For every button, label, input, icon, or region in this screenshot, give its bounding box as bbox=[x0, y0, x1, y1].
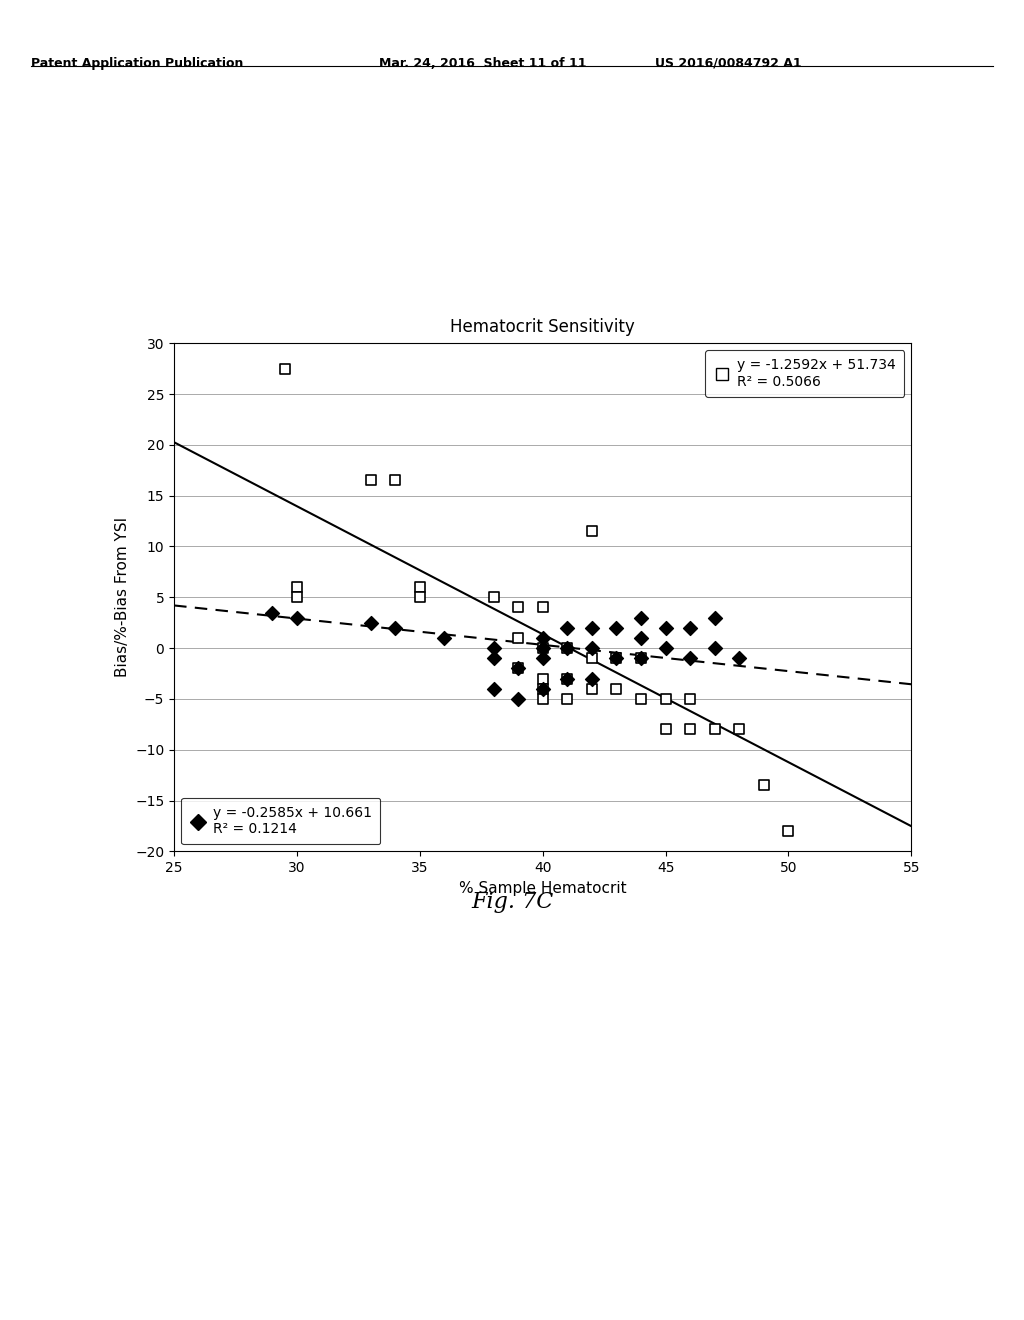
Legend: y = -0.2585x + 10.661
R² = 0.1214: y = -0.2585x + 10.661 R² = 0.1214 bbox=[181, 797, 380, 845]
Title: Hematocrit Sensitivity: Hematocrit Sensitivity bbox=[451, 318, 635, 337]
Point bbox=[485, 648, 502, 669]
Point bbox=[608, 648, 625, 669]
Point bbox=[584, 668, 600, 689]
Point bbox=[608, 648, 625, 669]
Point bbox=[584, 648, 600, 669]
Point bbox=[535, 638, 551, 659]
Point bbox=[436, 627, 453, 648]
Point bbox=[731, 719, 748, 741]
X-axis label: % Sample Hematocrit: % Sample Hematocrit bbox=[459, 880, 627, 896]
Point bbox=[780, 821, 797, 842]
Point bbox=[535, 627, 551, 648]
Point bbox=[608, 678, 625, 700]
Point bbox=[657, 638, 674, 659]
Point bbox=[707, 719, 723, 741]
Point bbox=[264, 602, 281, 623]
Point bbox=[485, 638, 502, 659]
Y-axis label: Bias/%-Bias From YSI: Bias/%-Bias From YSI bbox=[115, 517, 130, 677]
Point bbox=[362, 470, 379, 491]
Point bbox=[289, 607, 305, 628]
Point bbox=[657, 618, 674, 639]
Point bbox=[276, 358, 293, 379]
Point bbox=[584, 638, 600, 659]
Point bbox=[682, 719, 698, 741]
Point bbox=[633, 689, 649, 710]
Point bbox=[584, 618, 600, 639]
Point bbox=[535, 668, 551, 689]
Point bbox=[633, 648, 649, 669]
Point bbox=[731, 648, 748, 669]
Point bbox=[510, 689, 526, 710]
Point bbox=[412, 586, 428, 607]
Point bbox=[535, 678, 551, 700]
Point bbox=[510, 657, 526, 678]
Point bbox=[510, 597, 526, 618]
Point bbox=[387, 618, 403, 639]
Point bbox=[559, 618, 575, 639]
Point bbox=[485, 586, 502, 607]
Text: Patent Application Publication: Patent Application Publication bbox=[31, 57, 243, 70]
Point bbox=[535, 678, 551, 700]
Point bbox=[559, 668, 575, 689]
Point bbox=[707, 607, 723, 628]
Point bbox=[387, 470, 403, 491]
Text: Mar. 24, 2016  Sheet 11 of 11: Mar. 24, 2016 Sheet 11 of 11 bbox=[379, 57, 587, 70]
Point bbox=[559, 638, 575, 659]
Point bbox=[682, 689, 698, 710]
Point bbox=[289, 586, 305, 607]
Point bbox=[633, 607, 649, 628]
Point bbox=[362, 612, 379, 634]
Point bbox=[633, 648, 649, 669]
Point bbox=[510, 627, 526, 648]
Point bbox=[559, 638, 575, 659]
Point bbox=[707, 638, 723, 659]
Point bbox=[535, 638, 551, 659]
Point bbox=[412, 577, 428, 598]
Point bbox=[289, 577, 305, 598]
Point bbox=[657, 689, 674, 710]
Point bbox=[682, 618, 698, 639]
Point bbox=[485, 678, 502, 700]
Point bbox=[535, 648, 551, 669]
Point bbox=[756, 775, 772, 796]
Point bbox=[559, 689, 575, 710]
Text: US 2016/0084792 A1: US 2016/0084792 A1 bbox=[655, 57, 802, 70]
Point bbox=[535, 597, 551, 618]
Point bbox=[608, 618, 625, 639]
Point bbox=[559, 668, 575, 689]
Point bbox=[510, 657, 526, 678]
Point bbox=[584, 678, 600, 700]
Text: Fig. 7C: Fig. 7C bbox=[471, 891, 553, 913]
Point bbox=[535, 689, 551, 710]
Point bbox=[584, 520, 600, 541]
Point bbox=[633, 627, 649, 648]
Point bbox=[682, 648, 698, 669]
Point bbox=[657, 719, 674, 741]
